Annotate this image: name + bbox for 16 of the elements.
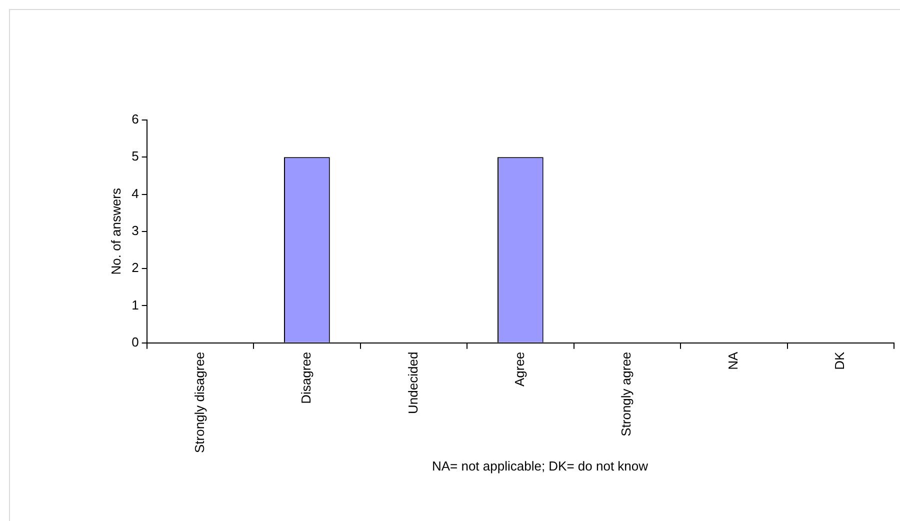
y-tick-label: 0 (132, 334, 139, 350)
y-tick-label: 4 (132, 186, 139, 201)
x-tick-label: Strongly agree (618, 352, 634, 436)
y-axis-title: No. of answers (108, 188, 124, 275)
x-tick-label: Strongly disagree (192, 352, 207, 454)
x-tick-label: DK (832, 352, 848, 370)
text: NA= not applicable; DK= do not know (432, 458, 649, 474)
y-tick-label: 2 (132, 260, 139, 276)
x-tick-label: Agree (512, 352, 527, 387)
y-tick-label: 3 (132, 222, 139, 238)
y-tick-label: 6 (132, 112, 139, 127)
x-tick-label: NA (725, 352, 740, 370)
y-tick-label: 5 (132, 148, 139, 164)
x-tick-label: Disagree (298, 352, 314, 404)
y-tick-label: 1 (132, 297, 139, 312)
x-tick-label: Undecided (405, 352, 420, 414)
